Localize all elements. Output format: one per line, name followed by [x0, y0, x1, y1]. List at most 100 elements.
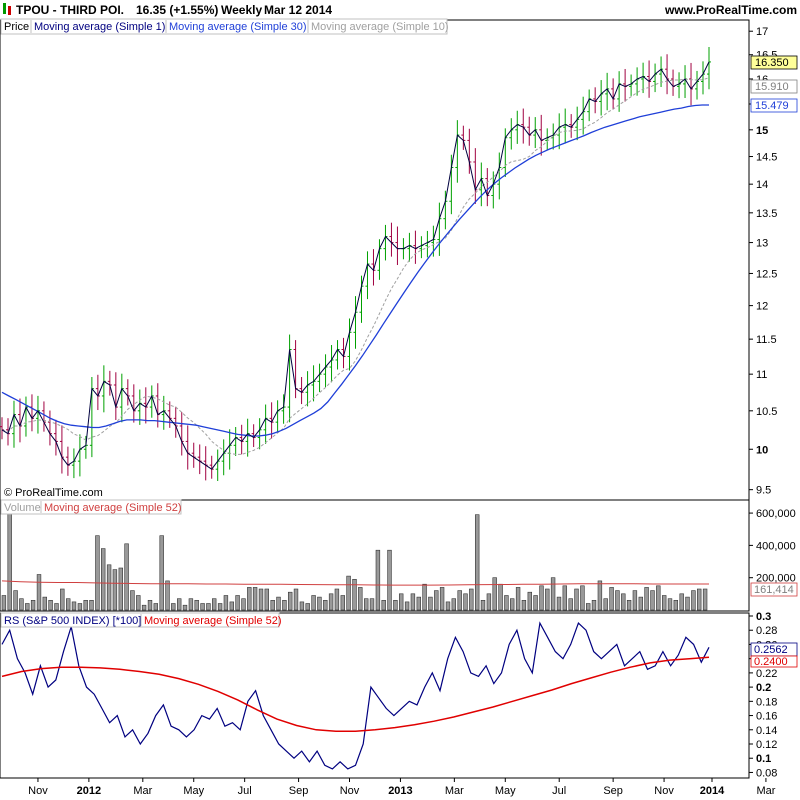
volume-bar-11: [66, 598, 71, 611]
badge-last-close-text: 16.350: [755, 57, 789, 69]
x-tick-label-7: 2013: [388, 785, 412, 797]
volume-bar-70: [410, 593, 416, 611]
badge-ma30: [750, 98, 798, 113]
volume-bar-77: [451, 598, 456, 611]
volume-bar-115: [673, 599, 679, 611]
rs-legend-box: [0, 612, 280, 628]
volume-bar-13: [77, 603, 83, 611]
rs-line: [1, 621, 710, 770]
volume-bar-54: [317, 596, 322, 611]
legend-volume-ma52: Moving average (Simple 52): [44, 502, 182, 514]
volume-bar-41: [241, 598, 246, 611]
volume-bar-35: [206, 603, 211, 611]
badge-volume-ma: [750, 582, 798, 597]
price-tick-label-8: 13.5: [756, 208, 777, 220]
volume-bar-93: [545, 588, 550, 611]
price-tick-label-2: 10.5: [756, 406, 777, 418]
badge-ma30-text: 15.479: [755, 100, 789, 112]
candle-logo-icon-2: [8, 6, 11, 15]
last-price: 16.35 (+1.55%): [136, 3, 218, 17]
volume-bar-87: [509, 598, 515, 611]
badge-rs-ma-text: 0.2400: [754, 656, 788, 668]
volume-bar-15: [89, 599, 94, 611]
volume-bar-9: [54, 603, 59, 611]
volume-bar-67: [393, 599, 398, 611]
rs-tick-label-5: 0.18: [756, 696, 777, 708]
volume-bar-27: [159, 535, 164, 611]
volume-bar-26: [153, 603, 158, 611]
volume-bar-69: [404, 601, 410, 611]
price-tick-label-11: 15: [756, 125, 768, 137]
x-tick-label-11: Sep: [603, 785, 623, 797]
volume-bar-19: [112, 569, 118, 611]
volume-bar-116: [679, 593, 684, 611]
volume-bar-113: [661, 595, 667, 611]
volume-bar-96: [562, 585, 568, 611]
price-badges: 16.350 15.910 15.479: [750, 55, 798, 113]
volume-bar-1: [7, 511, 12, 611]
rs-tick-label-7: 0.22: [756, 668, 777, 680]
volume-panel: 200,000 400,000 600,000: [1, 508, 796, 611]
volume-bar-103: [603, 598, 608, 611]
volume-bar-80: [469, 588, 474, 611]
volume-bar-94: [550, 577, 556, 611]
badge-ma10: [750, 79, 798, 94]
volume-bar-119: [696, 588, 702, 611]
volume-bar-14: [83, 599, 88, 611]
badge-last-close: [750, 55, 798, 70]
x-tick-label-8: Mar: [445, 785, 464, 797]
volume-bar-109: [638, 596, 644, 611]
x-tick-label-2: Mar: [133, 785, 152, 797]
volume-bar-59: [346, 575, 351, 611]
volume-panel-frame: [0, 499, 750, 612]
x-tick-label-14: Mar: [756, 785, 775, 797]
volume-bar-24: [141, 604, 147, 611]
x-tick-label-1: 2012: [77, 785, 101, 797]
volume-bar-12: [71, 601, 77, 611]
badge-rs-text: 0.2562: [754, 644, 788, 656]
volume-bar-62: [363, 598, 369, 611]
x-tick-label-0: Nov: [28, 785, 48, 797]
volume-bar-6: [36, 574, 42, 611]
rs-tick-label-6: 0.2: [756, 682, 771, 694]
volume-bar-18: [106, 564, 112, 611]
volume-bar-55: [323, 599, 328, 611]
volume-bar-21: [124, 543, 129, 611]
period-label: Weekly: [221, 3, 262, 17]
volume-bar-110: [644, 587, 649, 611]
volume-bar-32: [188, 598, 194, 611]
legend-ma10: Moving average (Simple 10): [311, 21, 449, 33]
symbol-title: TPOU - THIRD POI.: [16, 3, 124, 17]
volume-bar-31: [182, 604, 188, 611]
volume-bar-45: [264, 588, 269, 611]
rs-tick-label-3: 0.14: [756, 725, 777, 737]
volume-bar-63: [369, 598, 375, 611]
volume-bar-95: [556, 596, 562, 611]
volume-bar-10: [60, 588, 65, 611]
badge-rs-ma: [750, 655, 798, 668]
volume-bar-91: [533, 595, 538, 611]
volume-bar-16: [95, 535, 100, 611]
volume-bar-3: [19, 598, 24, 611]
rs-tick-label-10: 0.28: [756, 625, 777, 637]
volume-bar-49: [287, 591, 293, 611]
volume-bar-51: [299, 601, 305, 611]
volume-tick-label-2: 600,000: [756, 508, 796, 520]
volume-bar-84: [492, 577, 497, 611]
volume-bar-83: [486, 593, 492, 611]
volume-bar-50: [293, 588, 299, 611]
legend-ma30: Moving average (Simple 30): [169, 21, 307, 33]
volume-bar-7: [42, 596, 48, 611]
volume-bar-47: [276, 596, 281, 611]
volume-bar-0: [1, 595, 7, 611]
volume-bar-99: [580, 585, 585, 611]
volume-bar-71: [416, 596, 421, 611]
x-tick-label-4: Jul: [238, 785, 252, 797]
volume-bar-104: [609, 587, 614, 611]
price-tick-label-0: 9.5: [756, 485, 771, 497]
volume-legend-box: [0, 499, 182, 515]
volume-ma52-line: [1, 580, 709, 586]
legend-rs: RS (S&P 500 INDEX) [*100]: [4, 615, 141, 627]
